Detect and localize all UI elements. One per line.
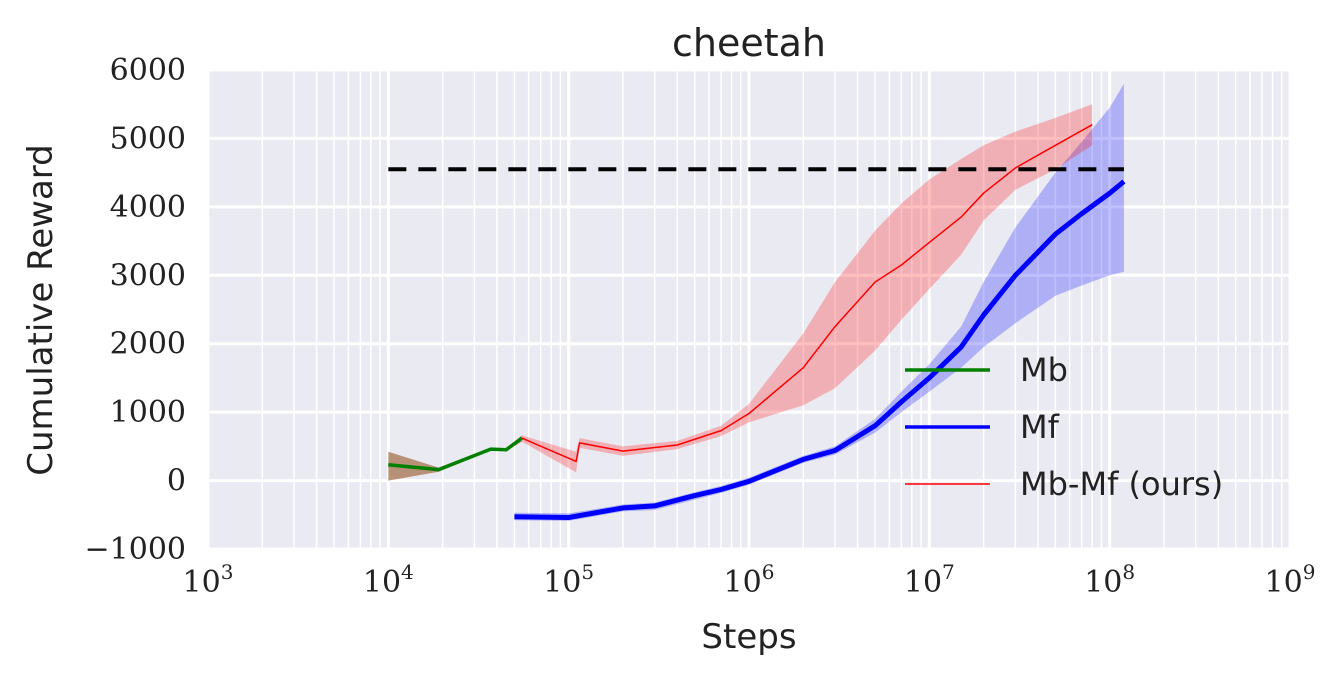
x-tick-label: 105 xyxy=(543,560,594,600)
y-tick-label: 1000 xyxy=(110,395,186,430)
y-tick-label: 4000 xyxy=(110,190,186,225)
legend-label: Mf xyxy=(1020,408,1060,446)
x-axis-label: Steps xyxy=(701,617,796,657)
series-lines xyxy=(388,124,1126,520)
y-tick-label: −1000 xyxy=(85,532,186,567)
y-tick-labels: 6000 5000 4000 3000 2000 1000 0 −1000 xyxy=(85,53,186,567)
legend-label: Mb-Mf (ours) xyxy=(1020,465,1223,503)
series-line-mb-mf-ours- xyxy=(521,124,1093,463)
chart-title: cheetah xyxy=(672,21,826,65)
x-tick-label: 109 xyxy=(1265,560,1316,600)
x-tick-labels: 103 104 105 106 107 108 109 xyxy=(183,560,1316,600)
band-mb-mf-ours- xyxy=(521,104,1093,473)
band-mf xyxy=(514,83,1124,521)
grid xyxy=(206,68,1292,551)
series-line-mb xyxy=(388,436,523,472)
y-tick-label: 2000 xyxy=(110,327,186,362)
series-line-mf xyxy=(514,179,1126,520)
x-tick-label: 106 xyxy=(724,560,775,600)
legend-label: Mb xyxy=(1020,351,1068,389)
y-tick-label: 5000 xyxy=(110,121,186,156)
y-axis-label: Cumulative Reward xyxy=(21,144,61,475)
x-tick-label: 108 xyxy=(1084,560,1135,600)
y-tick-label: 6000 xyxy=(110,53,186,88)
x-tick-label: 103 xyxy=(183,560,234,600)
x-tick-label: 107 xyxy=(904,560,955,600)
legend: Mb Mf Mb-Mf (ours) xyxy=(905,351,1223,503)
x-tick-label: 104 xyxy=(363,560,414,600)
y-tick-label: 3000 xyxy=(110,258,186,293)
y-tick-label: 0 xyxy=(167,464,186,499)
